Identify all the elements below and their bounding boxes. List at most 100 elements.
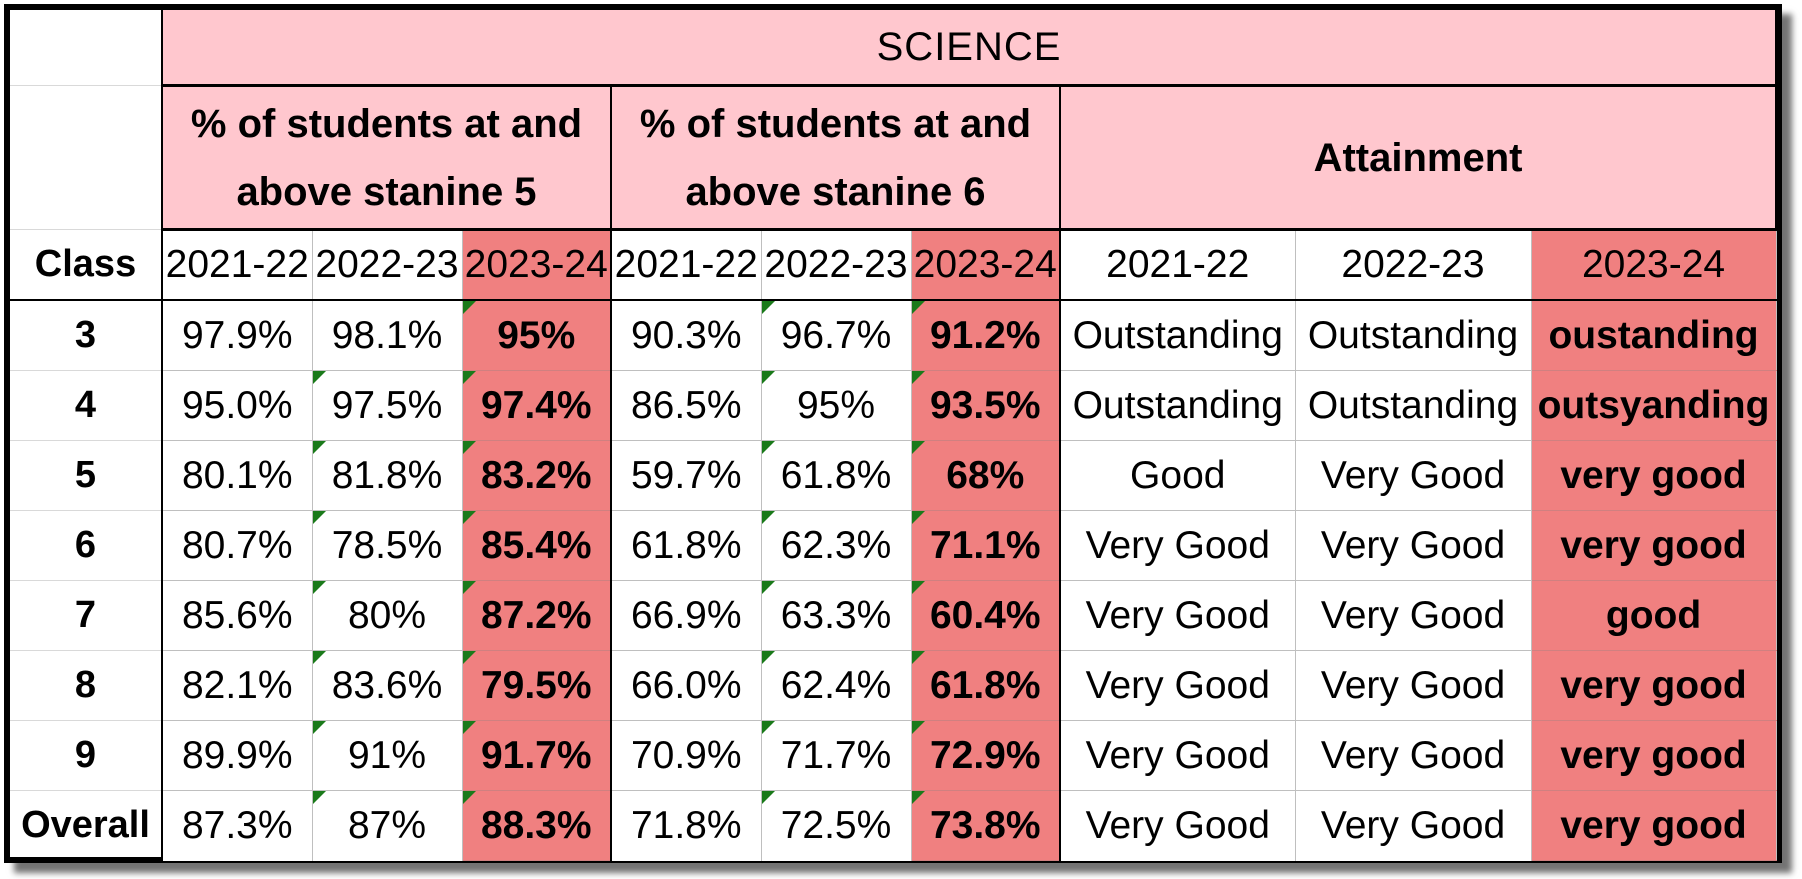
stanine6-value: 60.4% bbox=[911, 580, 1061, 651]
stanine5-value: 88.3% bbox=[462, 790, 612, 861]
attainment-value: Very Good bbox=[1295, 580, 1532, 651]
class-label: 5 bbox=[10, 440, 163, 511]
stanine5-value: 89.9% bbox=[162, 720, 313, 791]
class-label: 4 bbox=[10, 370, 163, 441]
stanine5-value: 79.5% bbox=[462, 650, 612, 721]
group-attainment: Attainment bbox=[1060, 85, 1778, 231]
stanine5-value: 97.4% bbox=[462, 370, 612, 441]
stanine6-value: 62.4% bbox=[761, 650, 912, 721]
year-header: 2022-23 bbox=[312, 229, 463, 301]
attainment-value: Very Good bbox=[1295, 650, 1532, 721]
attainment-value: very good bbox=[1531, 720, 1777, 791]
table-row: 8 82.1% 83.6% 79.5% 66.0% 62.4% 61.8% Very Good… bbox=[10, 650, 1777, 721]
attainment-value: good bbox=[1531, 580, 1777, 651]
year-header-current: 2023-24 bbox=[1531, 229, 1777, 301]
stanine5-value: 80.1% bbox=[162, 440, 313, 511]
year-header: 2022-23 bbox=[761, 229, 912, 301]
class-label: 3 bbox=[10, 300, 163, 371]
attainment-value: very good bbox=[1531, 650, 1777, 721]
stanine5-value: 95.0% bbox=[162, 370, 313, 441]
table-row: Overall 87.3% 87% 88.3% 71.8% 72.5% 73.8% Very … bbox=[10, 790, 1777, 861]
stanine6-value: 71.7% bbox=[761, 720, 912, 791]
year-header-current: 2023-24 bbox=[462, 229, 612, 301]
table-row: 5 80.1% 81.8% 83.2% 59.7% 61.8% 68% Good Very Go… bbox=[10, 440, 1777, 511]
table-row: 3 97.9% 98.1% 95% 90.3% 96.7% 91.2% Outstanding… bbox=[10, 300, 1777, 371]
stanine6-value: 91.2% bbox=[911, 300, 1061, 371]
attainment-value: Very Good bbox=[1295, 440, 1532, 511]
attainment-value: Very Good bbox=[1295, 510, 1532, 581]
attainment-value: Outstanding bbox=[1060, 300, 1296, 371]
stanine6-value: 73.8% bbox=[911, 790, 1061, 861]
year-header: 2022-23 bbox=[1295, 229, 1532, 301]
stanine5-value: 91% bbox=[312, 720, 463, 791]
stanine6-value: 72.9% bbox=[911, 720, 1061, 791]
group-stanine-5: % of students at and above stanine 5 bbox=[162, 85, 612, 231]
stanine6-value: 70.9% bbox=[611, 720, 762, 791]
year-header-current: 2023-24 bbox=[911, 229, 1061, 301]
stanine6-value: 62.3% bbox=[761, 510, 912, 581]
stanine5-value: 80.7% bbox=[162, 510, 313, 581]
stanine6-value: 93.5% bbox=[911, 370, 1061, 441]
table-row: 9 89.9% 91% 91.7% 70.9% 71.7% 72.9% Very Good Ve… bbox=[10, 720, 1777, 791]
stanine5-value: 87% bbox=[312, 790, 463, 861]
stanine5-value: 97.5% bbox=[312, 370, 463, 441]
stanine5-value: 98.1% bbox=[312, 300, 463, 371]
attainment-value: outsyanding bbox=[1531, 370, 1777, 441]
stanine6-value: 66.0% bbox=[611, 650, 762, 721]
attainment-value: Very Good bbox=[1060, 510, 1296, 581]
stanine6-value: 66.9% bbox=[611, 580, 762, 651]
class-label: 8 bbox=[10, 650, 163, 721]
stanine6-value: 95% bbox=[761, 370, 912, 441]
attainment-value: Outstanding bbox=[1295, 370, 1532, 441]
attainment-value: very good bbox=[1531, 510, 1777, 581]
corner-cell bbox=[10, 10, 163, 86]
stanine6-value: 96.7% bbox=[761, 300, 912, 371]
stanine6-value: 61.8% bbox=[911, 650, 1061, 721]
stanine5-value: 85.6% bbox=[162, 580, 313, 651]
stanine6-value: 59.7% bbox=[611, 440, 762, 511]
stanine6-value: 68% bbox=[911, 440, 1061, 511]
attainment-value: Very Good bbox=[1060, 580, 1296, 651]
attainment-value: Outstanding bbox=[1295, 300, 1532, 371]
stanine5-value: 78.5% bbox=[312, 510, 463, 581]
year-header: 2021-22 bbox=[1060, 229, 1296, 301]
stanine6-value: 71.1% bbox=[911, 510, 1061, 581]
table-row: 7 85.6% 80% 87.2% 66.9% 63.3% 60.4% Very Good Ve… bbox=[10, 580, 1777, 651]
stanine5-value: 85.4% bbox=[462, 510, 612, 581]
attainment-value: Outstanding bbox=[1060, 370, 1296, 441]
class-label: Overall bbox=[10, 790, 163, 861]
attainment-value: Very Good bbox=[1060, 790, 1296, 861]
stanine6-value: 86.5% bbox=[611, 370, 762, 441]
science-results-table: SCIENCE % of students at and above stani… bbox=[10, 10, 1778, 861]
stanine5-value: 80% bbox=[312, 580, 463, 651]
stanine5-value: 87.2% bbox=[462, 580, 612, 651]
stanine5-value: 87.3% bbox=[162, 790, 313, 861]
attainment-value: Very Good bbox=[1295, 790, 1532, 861]
stanine5-value: 95% bbox=[462, 300, 612, 371]
attainment-value: oustanding bbox=[1531, 300, 1777, 371]
class-label: 9 bbox=[10, 720, 163, 791]
class-header: Class bbox=[10, 229, 163, 301]
year-header: 2021-22 bbox=[162, 229, 313, 301]
table-row: 4 95.0% 97.5% 97.4% 86.5% 95% 93.5% Outstanding… bbox=[10, 370, 1777, 441]
stanine5-value: 83.6% bbox=[312, 650, 463, 721]
table-row: 6 80.7% 78.5% 85.4% 61.8% 62.3% 71.1% Very Good… bbox=[10, 510, 1777, 581]
attainment-value: Good bbox=[1060, 440, 1296, 511]
stanine5-value: 97.9% bbox=[162, 300, 313, 371]
group-stanine-6: % of students at and above stanine 6 bbox=[611, 85, 1061, 231]
science-results-table-frame: SCIENCE % of students at and above stani… bbox=[4, 4, 1782, 863]
attainment-value: very good bbox=[1531, 440, 1777, 511]
stanine6-value: 61.8% bbox=[761, 440, 912, 511]
stanine6-value: 71.8% bbox=[611, 790, 762, 861]
attainment-value: Very Good bbox=[1295, 720, 1532, 791]
stanine6-value: 61.8% bbox=[611, 510, 762, 581]
stanine5-value: 91.7% bbox=[462, 720, 612, 791]
year-header: 2021-22 bbox=[611, 229, 762, 301]
stanine5-value: 81.8% bbox=[312, 440, 463, 511]
stanine5-value: 83.2% bbox=[462, 440, 612, 511]
stanine5-value: 82.1% bbox=[162, 650, 313, 721]
subject-title: SCIENCE bbox=[162, 10, 1778, 87]
class-label: 6 bbox=[10, 510, 163, 581]
attainment-value: very good bbox=[1531, 790, 1777, 861]
stanine6-value: 90.3% bbox=[611, 300, 762, 371]
